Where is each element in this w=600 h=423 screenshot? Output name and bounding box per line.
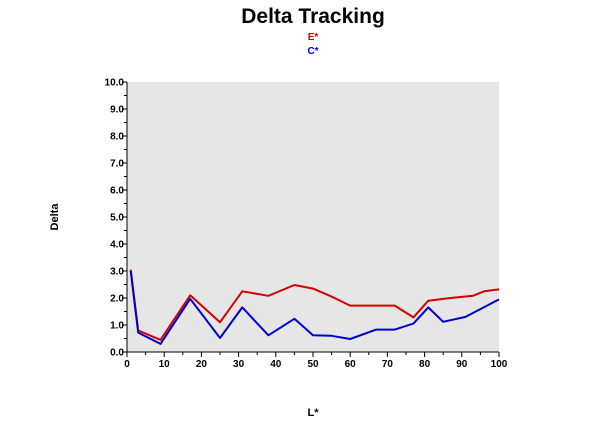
legend-entry-e-star: E* (308, 32, 319, 43)
x-axis-label: L* (308, 407, 320, 419)
y-tick-label: 1.0 (110, 321, 124, 332)
x-tick-label: 80 (419, 359, 431, 370)
x-tick-label: 0 (124, 359, 130, 370)
y-tick-label: 6.0 (110, 186, 124, 197)
series-line-e-star (129, 269, 500, 341)
x-tick-label: 20 (196, 359, 208, 370)
legend-entry-c-star: C* (307, 46, 318, 57)
x-axis-ticks: 0 10 20 30 40 50 60 70 80 90 100 (124, 352, 508, 370)
y-tick-label: 3.0 (110, 267, 124, 278)
y-tick-label: 5.0 (110, 213, 124, 224)
y-axis-label: Delta (49, 203, 61, 231)
y-tick-label: 9.0 (110, 105, 124, 116)
x-tick-label: 40 (270, 359, 282, 370)
series-line-c-star (129, 270, 500, 345)
x-tick-label: 50 (307, 359, 319, 370)
plot-area (127, 82, 499, 352)
y-tick-label: 8.0 (110, 132, 124, 143)
y-axis-ticks: 0.0 1.0 2.0 3.0 4.0 5.0 6.0 7.0 8.0 9.0 10.0 (105, 78, 127, 359)
y-tick-label: 0.0 (110, 348, 124, 359)
legend: E* C* (307, 32, 318, 57)
chart-title: Delta Tracking (241, 5, 385, 28)
x-tick-label: 100 (491, 359, 508, 370)
y-tick-label: 7.0 (110, 159, 124, 170)
y-tick-label: 4.0 (110, 240, 124, 251)
x-tick-label: 90 (456, 359, 468, 370)
y-tick-label: 10.0 (105, 78, 125, 89)
series-layer (129, 269, 500, 345)
x-tick-label: 10 (159, 359, 171, 370)
y-tick-label: 2.0 (110, 294, 124, 305)
x-tick-label: 70 (382, 359, 394, 370)
x-tick-label: 60 (345, 359, 357, 370)
x-tick-label: 30 (233, 359, 245, 370)
